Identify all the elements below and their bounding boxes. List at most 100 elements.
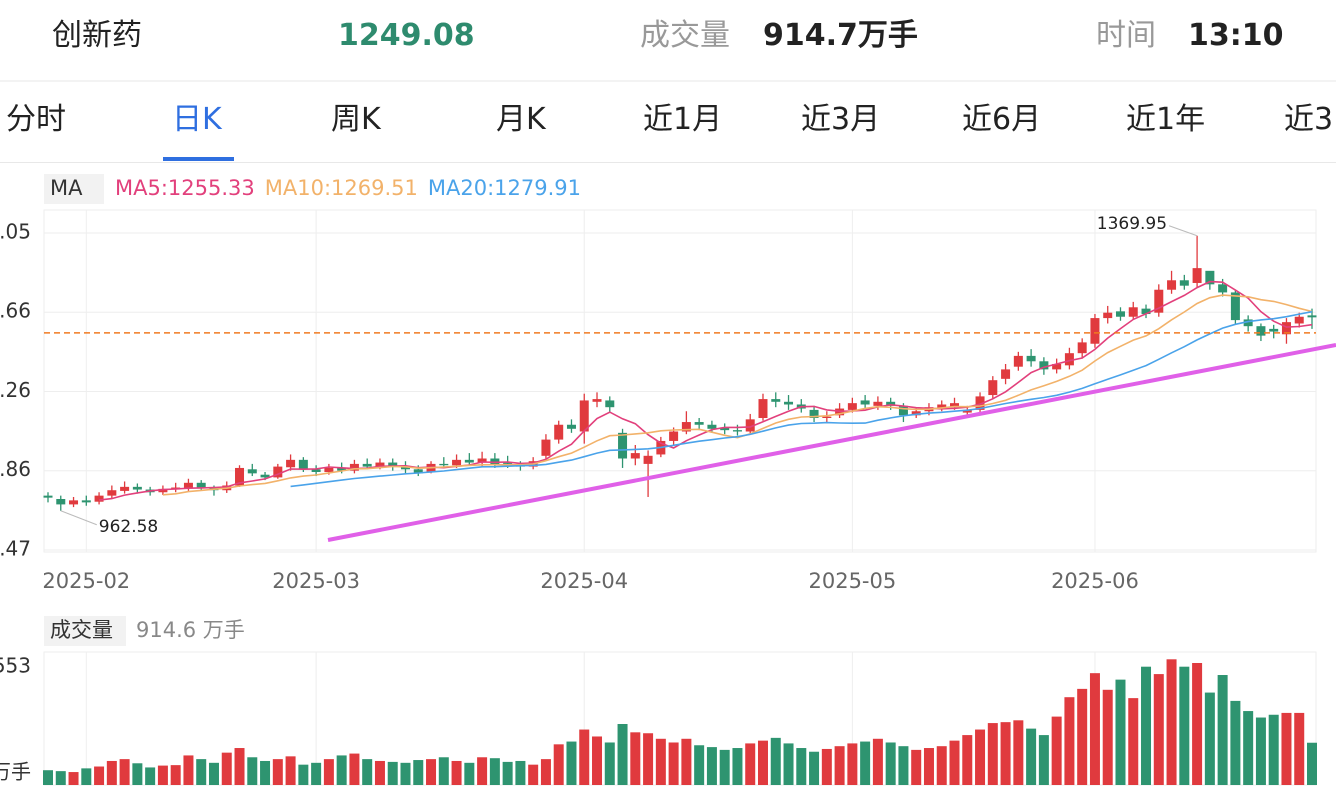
candle-body: [1103, 312, 1113, 319]
volume-bar: [592, 736, 603, 785]
y-tick-label: 1374.05: [0, 219, 31, 243]
candle-body: [681, 422, 691, 432]
tab[interactable]: 分时: [6, 102, 66, 137]
volume-bar: [438, 757, 449, 785]
volume-bar: [464, 762, 475, 785]
volume-bar: [157, 765, 168, 785]
volume-bar: [1115, 679, 1126, 785]
volume-bar: [1102, 689, 1113, 785]
volume-bar: [1230, 700, 1241, 785]
volume-bar: [694, 745, 705, 785]
min-leader: [60, 510, 97, 526]
candle-body: [1115, 311, 1125, 317]
volume-bar: [553, 744, 564, 785]
volume-bar: [987, 723, 998, 785]
max-label: 1369.95: [1097, 214, 1167, 234]
y-tick-label: 1256.66: [0, 299, 31, 323]
max-leader: [1168, 225, 1198, 237]
volume-bar: [1217, 675, 1228, 785]
candle-body: [1026, 355, 1036, 362]
volume-bar: [923, 748, 934, 785]
candle-body: [1052, 363, 1062, 370]
price: 1249.08: [338, 18, 475, 53]
volume-bar: [1038, 735, 1049, 785]
volume-bar: [1204, 692, 1215, 785]
volume-bar: [106, 760, 117, 785]
volume-bar: [55, 771, 66, 785]
trend-line: [327, 343, 1336, 542]
volume-bar: [949, 740, 960, 785]
y-tick-label: 1021.86: [0, 457, 31, 481]
tab[interactable]: 近3月: [801, 102, 881, 137]
candle-body: [873, 401, 883, 406]
candle-body: [745, 419, 755, 432]
candle-body: [937, 404, 947, 409]
volume-bar: [221, 752, 232, 785]
candle-body: [911, 411, 921, 416]
candle-body: [1064, 353, 1074, 366]
volume-bar: [1051, 716, 1062, 785]
active-tab-underline: [163, 157, 234, 161]
candle-body: [1243, 319, 1253, 327]
tab[interactable]: 近6月: [962, 102, 1042, 137]
candle-body: [566, 424, 576, 429]
volume-bar: [426, 759, 437, 785]
candle-body: [822, 416, 832, 418]
volume-bar: [770, 737, 781, 785]
volume-bar: [706, 747, 717, 785]
candle-body: [324, 467, 334, 473]
ma-legend: MA5:1255.33: [115, 176, 255, 200]
time-value: 13:10: [1188, 18, 1284, 53]
volume-bar: [336, 755, 347, 785]
candle-body: [1179, 280, 1189, 286]
stock-name: 创新药: [52, 18, 142, 53]
volume-bar: [68, 772, 79, 785]
volume-bar: [515, 760, 526, 785]
volume-bar: [272, 759, 283, 785]
candle-body: [1269, 328, 1279, 332]
candle-body: [1218, 284, 1228, 293]
volume-bar: [1128, 698, 1139, 785]
candle-body: [1294, 316, 1304, 324]
candle-body: [988, 380, 998, 396]
candle-body: [771, 399, 781, 402]
candle-body: [337, 467, 347, 471]
candle-body: [720, 427, 730, 431]
volume-bar: [349, 753, 360, 785]
volume-bar: [1077, 688, 1088, 785]
volume-bar: [311, 762, 322, 785]
candle-body: [630, 453, 640, 459]
volume-bar: [400, 762, 411, 785]
volume-bar: [1141, 666, 1152, 785]
candle-body: [107, 490, 117, 496]
tab[interactable]: 周K: [331, 102, 381, 137]
tab[interactable]: 日K: [172, 102, 222, 137]
volume-bar: [374, 760, 385, 785]
ma-tag: MA: [50, 176, 83, 200]
volume-bar: [630, 732, 641, 785]
tab[interactable]: 近1年: [1126, 102, 1206, 137]
candle-body: [1128, 307, 1138, 317]
candle-body: [669, 431, 679, 441]
tab[interactable]: 近3: [1284, 102, 1334, 137]
candle-body: [554, 424, 564, 440]
volume-bar: [898, 746, 909, 785]
volume-bar: [387, 761, 398, 785]
candle-body: [1307, 315, 1317, 318]
candle-body: [120, 486, 130, 491]
volume-bar: [1000, 722, 1011, 785]
volume-bar: [1064, 697, 1075, 785]
volume-bar: [1192, 662, 1203, 785]
tab[interactable]: 近1月: [643, 102, 723, 137]
volume-bar: [260, 760, 271, 785]
volume-value: 914.7万手: [763, 18, 918, 53]
volume-bar: [885, 742, 896, 785]
tab[interactable]: 月K: [496, 102, 546, 137]
candle-body: [452, 459, 462, 466]
divider: [0, 162, 1336, 163]
volume-bar: [132, 763, 143, 785]
candle-body: [362, 463, 372, 467]
volume-bar: [655, 738, 666, 785]
candle-body: [962, 409, 972, 413]
candle-body: [158, 488, 168, 493]
